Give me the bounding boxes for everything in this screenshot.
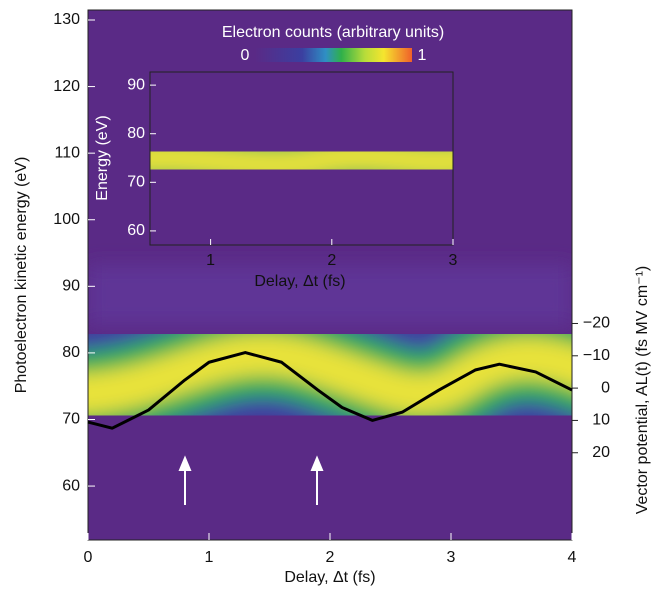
y-tick-label: 100 [53,211,80,228]
y-tick-label: 90 [62,278,80,295]
colorbar-label: Electron counts (arbitrary units) [222,24,444,41]
y-tick-label: 120 [53,78,80,95]
arrows [178,455,324,505]
x-tick-label: 2 [326,549,335,566]
y2-tick-label: −10 [583,347,610,364]
y2-tick-label: −20 [583,315,610,332]
x-tick-label: 3 [447,549,456,566]
curve [87,351,573,430]
inset-y-tick-label: 70 [127,174,145,191]
colorbar-tick-label: 1 [418,47,427,64]
x-axis-label: Delay, Δt (fs) [284,569,375,586]
y2-tick-label: 20 [592,444,610,461]
y-tick-label: 130 [53,11,80,28]
x-tick-label: 4 [568,549,577,566]
inset-y-tick-label: 90 [127,76,145,93]
y2-axis-label: Vector potential, AL(t) (fs MV cm⁻¹) [634,266,651,515]
inset-x-axis-label: Delay, Δt (fs) [254,273,345,290]
y2-tick-label: 10 [592,412,610,429]
inset-heatmap [150,72,453,245]
y-axis-label: Photoelectron kinetic energy (eV) [13,157,30,394]
x-tick-label: 0 [84,549,93,566]
y2-tick-label: 0 [601,379,610,396]
colorbar-tick-label: 0 [241,47,250,64]
y-tick-label: 70 [62,411,80,428]
colorbar [255,48,412,62]
y-tick-label: 60 [62,477,80,494]
inset-y-tick-label: 80 [127,125,145,142]
y-tick-label: 80 [62,344,80,361]
inset-frame [149,71,454,246]
inset-x-tick-label: 1 [206,252,215,269]
inset-y-tick-label: 60 [127,222,145,239]
inset-y-axis-label: Energy (eV) [94,115,111,200]
x-tick-label: 1 [205,549,214,566]
inset-x-tick-label: 3 [449,252,458,269]
y-tick-label: 110 [54,144,80,161]
inset-x-tick-label: 2 [327,252,336,269]
